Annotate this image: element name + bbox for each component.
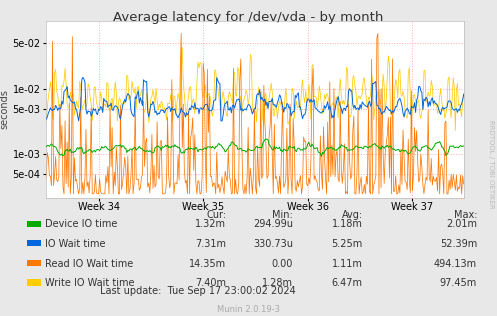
- Text: 1.32m: 1.32m: [195, 219, 226, 229]
- Text: 330.73u: 330.73u: [253, 239, 293, 249]
- Text: RRDTOOL / TOBI OETIKER: RRDTOOL / TOBI OETIKER: [488, 120, 494, 209]
- Y-axis label: seconds: seconds: [0, 89, 10, 129]
- Text: Read IO Wait time: Read IO Wait time: [45, 258, 134, 269]
- Text: Write IO Wait time: Write IO Wait time: [45, 278, 135, 288]
- Text: Avg:: Avg:: [341, 210, 363, 220]
- Text: 7.31m: 7.31m: [195, 239, 226, 249]
- Text: Device IO time: Device IO time: [45, 219, 118, 229]
- Text: 6.47m: 6.47m: [332, 278, 363, 288]
- Text: 1.18m: 1.18m: [332, 219, 363, 229]
- Text: Munin 2.0.19-3: Munin 2.0.19-3: [217, 305, 280, 314]
- Text: 7.40m: 7.40m: [195, 278, 226, 288]
- Text: Average latency for /dev/vda - by month: Average latency for /dev/vda - by month: [113, 11, 384, 24]
- Text: 97.45m: 97.45m: [440, 278, 477, 288]
- Text: 294.99u: 294.99u: [253, 219, 293, 229]
- Text: 1.11m: 1.11m: [332, 258, 363, 269]
- Text: Min:: Min:: [272, 210, 293, 220]
- Text: 5.25m: 5.25m: [331, 239, 363, 249]
- Text: Max:: Max:: [454, 210, 477, 220]
- Text: 0.00: 0.00: [272, 258, 293, 269]
- Text: 1.28m: 1.28m: [262, 278, 293, 288]
- Text: 14.35m: 14.35m: [189, 258, 226, 269]
- Text: Last update:  Tue Sep 17 23:00:02 2024: Last update: Tue Sep 17 23:00:02 2024: [100, 286, 296, 296]
- Text: IO Wait time: IO Wait time: [45, 239, 106, 249]
- Text: Cur:: Cur:: [206, 210, 226, 220]
- Text: 52.39m: 52.39m: [440, 239, 477, 249]
- Text: 494.13m: 494.13m: [434, 258, 477, 269]
- Text: 2.01m: 2.01m: [446, 219, 477, 229]
